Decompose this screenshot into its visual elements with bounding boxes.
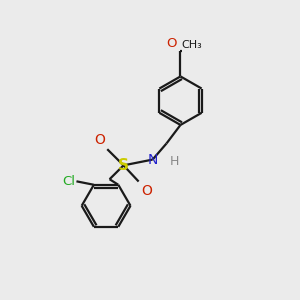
Text: H: H bbox=[170, 155, 179, 168]
Text: S: S bbox=[118, 158, 129, 173]
Text: Cl: Cl bbox=[62, 175, 75, 188]
Text: O: O bbox=[141, 184, 152, 198]
Text: O: O bbox=[167, 37, 177, 50]
Text: O: O bbox=[94, 133, 105, 147]
Text: N: N bbox=[147, 153, 158, 166]
Text: CH₃: CH₃ bbox=[182, 40, 202, 50]
